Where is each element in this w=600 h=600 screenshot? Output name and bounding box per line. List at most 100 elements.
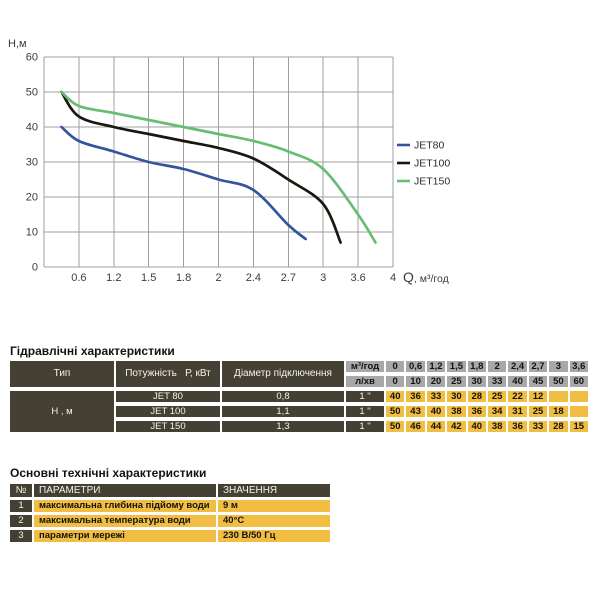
- flow-value: 3,6: [569, 361, 588, 372]
- legend-label-jet100: JET100: [414, 158, 450, 170]
- flow-value: 2: [487, 361, 507, 372]
- flow-value: 2,7: [528, 361, 548, 372]
- pump-diameter: 1 ": [346, 406, 384, 417]
- head-value: 15: [569, 421, 588, 432]
- flow-value: 3: [549, 361, 568, 372]
- head-value: 12: [528, 391, 548, 402]
- y-tick-label: 40: [26, 122, 38, 134]
- curve-jet150: [60, 90, 377, 244]
- curve-jet100: [60, 90, 342, 244]
- pump-curves-chart: 60 50 40 30 20 10 0 0.6 1.2 1.5 1.8 2 2.4 2.7 3 3.6 4 Н,м…: [8, 38, 450, 285]
- head-value: 38: [487, 421, 507, 432]
- x-tick-label: 3: [320, 272, 326, 284]
- x-tick-label: 2.4: [246, 272, 261, 284]
- col-header-param: ПАРАМЕТРИ: [34, 484, 216, 497]
- col-header-power: Потужність Р, кВт: [116, 361, 220, 387]
- x-tick-label: 3.6: [350, 272, 365, 284]
- flow-value: 1,8: [467, 361, 486, 372]
- lmin-value: 30: [467, 376, 486, 387]
- head-value: 33: [426, 391, 446, 402]
- flow-value: 2,4: [508, 361, 527, 372]
- lmin-value: 33: [487, 376, 507, 387]
- param-name: максимальна температура води: [34, 515, 216, 527]
- pump-power: 0,8: [222, 391, 344, 402]
- head-value: 33: [528, 421, 548, 432]
- head-value: 36: [467, 406, 486, 417]
- x-tick-label: 1.5: [141, 272, 156, 284]
- head-value: 40: [386, 391, 405, 402]
- pump-diameter: 1 ": [346, 421, 384, 432]
- lmin-value: 20: [426, 376, 446, 387]
- hydraulic-table-title: Гідравлічні характеристики: [10, 344, 175, 358]
- flow-unit-label: м³/год: [346, 361, 384, 372]
- y-tick-label: 60: [26, 52, 38, 64]
- y-tick-label: 20: [26, 192, 38, 204]
- x-tick-label: 0.6: [71, 272, 86, 284]
- y-axis-title: Н,м: [8, 38, 27, 50]
- head-value: 42: [447, 421, 466, 432]
- lmin-value: 45: [528, 376, 548, 387]
- x-tick-label: 1.8: [176, 272, 191, 284]
- lmin-value: 25: [447, 376, 466, 387]
- pump-power: 1,1: [222, 406, 344, 417]
- flow-value: 0,6: [406, 361, 425, 372]
- col-header-diameter: Діаметр підключення: [222, 361, 344, 387]
- head-unit-label: Н , м: [10, 391, 114, 432]
- head-value: 46: [406, 421, 425, 432]
- x-tick-label: 2.7: [281, 272, 296, 284]
- head-value: 28: [549, 421, 568, 432]
- pump-diameter: 1 ": [346, 391, 384, 402]
- lmin-value: 10: [406, 376, 425, 387]
- head-value: 30: [447, 391, 466, 402]
- head-value: [569, 391, 588, 402]
- head-value: [549, 391, 568, 402]
- head-value: 25: [528, 406, 548, 417]
- y-tick-label: 30: [26, 157, 38, 169]
- tech-table-title: Основні технічні характеристики: [10, 466, 207, 480]
- y-tick-label: 50: [26, 87, 38, 99]
- legend-label-jet150: JET150: [414, 176, 450, 188]
- y-tick-label: 0: [32, 262, 38, 274]
- head-value: 31: [508, 406, 527, 417]
- head-value: 50: [386, 406, 405, 417]
- head-value: [569, 406, 588, 417]
- x-tick-label: 4: [390, 272, 396, 284]
- x-axis-title: Q, м³/год: [403, 269, 449, 285]
- lmin-value: 60: [569, 376, 588, 387]
- head-value: 34: [487, 406, 507, 417]
- curve-jet80: [60, 125, 308, 241]
- y-tick-label: 10: [26, 227, 38, 239]
- flow-value: 0: [386, 361, 405, 372]
- head-value: 43: [406, 406, 425, 417]
- param-name: параметри мережі: [34, 530, 216, 542]
- head-value: 25: [487, 391, 507, 402]
- param-num: 1: [10, 500, 32, 512]
- param-num: 3: [10, 530, 32, 542]
- pump-type: JET 100: [116, 406, 220, 417]
- lmin-value: 40: [508, 376, 527, 387]
- head-value: 40: [426, 406, 446, 417]
- col-header-type: Тип: [10, 361, 114, 387]
- head-value: 40: [467, 421, 486, 432]
- head-value: 36: [508, 421, 527, 432]
- x-tick-label: 1.2: [106, 272, 121, 284]
- pump-type: JET 80: [116, 391, 220, 402]
- param-name: максимальна глибина підйому води: [34, 500, 216, 512]
- head-value: 18: [549, 406, 568, 417]
- tech-table: № ПАРАМЕТРИ ЗНАЧЕННЯ 1 максимальна глибина п…: [10, 484, 330, 542]
- param-num: 2: [10, 515, 32, 527]
- x-tick-label: 2: [215, 272, 221, 284]
- flow-value: 1,2: [426, 361, 446, 372]
- col-header-num: №: [10, 484, 32, 497]
- lmin-value: 50: [549, 376, 568, 387]
- head-value: 44: [426, 421, 446, 432]
- pump-type: JET 150: [116, 421, 220, 432]
- flow-value: 1,5: [447, 361, 466, 372]
- hydraulic-table: Тип Потужність Р, кВт Діаметр підключення м…: [10, 361, 588, 432]
- head-value: 22: [508, 391, 527, 402]
- lmin-value: 0: [386, 376, 405, 387]
- head-value: 38: [447, 406, 466, 417]
- param-value: 230 В/50 Гц: [218, 530, 330, 542]
- col-header-value: ЗНАЧЕННЯ: [218, 484, 330, 497]
